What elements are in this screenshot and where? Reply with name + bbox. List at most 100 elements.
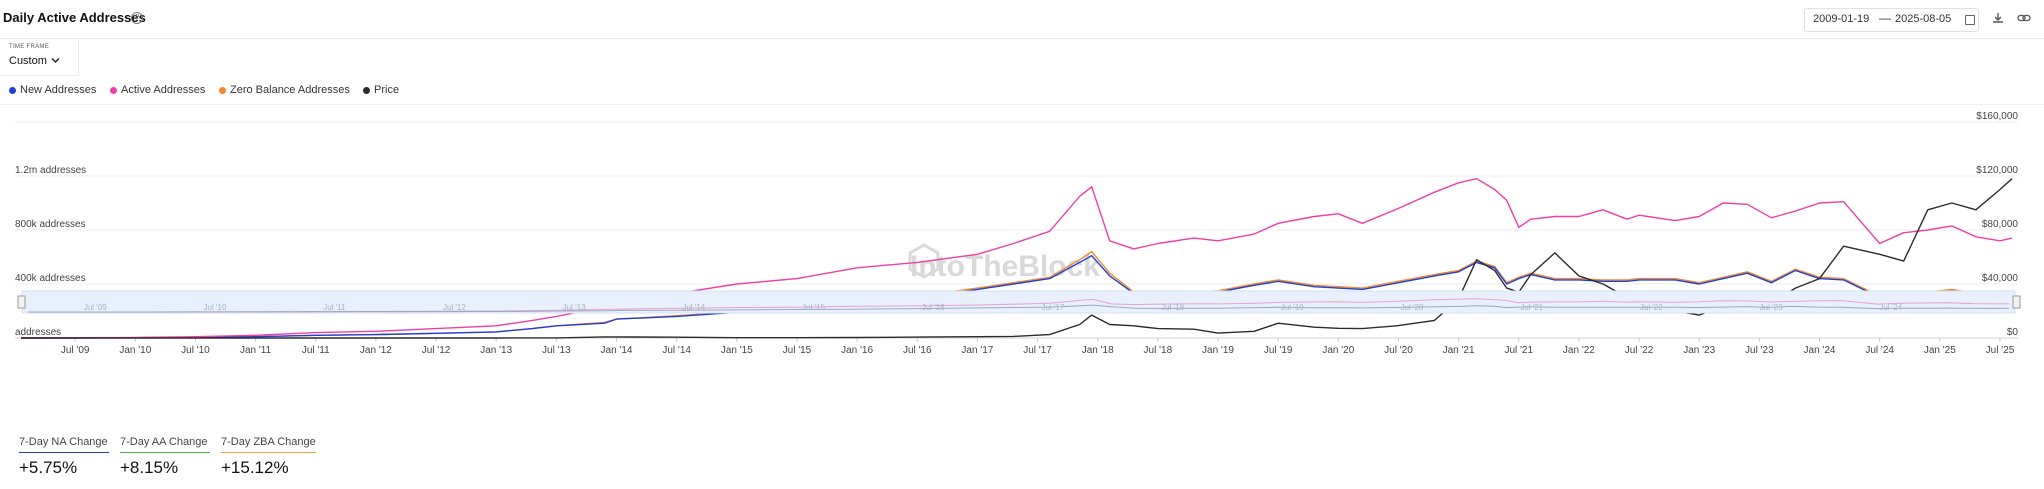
navigator-tick-label: Jul '19 [1281,303,1304,312]
legend-label: Price [374,84,400,96]
x-tick-label: Jan '21 [1443,345,1475,356]
stat-label: 7-Day NA Change [19,436,108,448]
x-tick-label: Jan '20 [1322,345,1354,356]
navigator-tick-label: Jul '09 [84,303,107,312]
x-tick-label: Jul '20 [1384,345,1413,356]
x-tick-label: Jul '12 [422,345,451,356]
x-tick-label: Jul '15 [783,345,812,356]
legend-dot [110,87,117,94]
x-tick-label: Jan '14 [601,345,633,356]
x-tick-label: Jan '12 [360,345,392,356]
chevron-down-icon[interactable] [51,57,60,64]
navigator-tick-label: Jul '22 [1640,303,1663,312]
navigator-tick-label: Jul '13 [563,303,586,312]
y-left-tick-label: 800k addresses [15,219,86,230]
x-tick-label: Jul '22 [1625,345,1654,356]
stat-label: 7-Day AA Change [120,436,208,448]
download-icon[interactable] [1990,10,2006,26]
x-tick-label: Jan '22 [1563,345,1595,356]
x-tick-label: Jan '15 [721,345,753,356]
page-title: Daily Active Addresses [3,10,146,25]
date-from[interactable]: 2009-01-19 [1813,13,1870,25]
x-tick-label: Jan '19 [1202,345,1234,356]
x-tick-label: Jan '11 [240,345,272,356]
x-tick-label: Jul '17 [1023,345,1052,356]
stat-na-change: 7-Day NA Change +5.75% [19,436,109,478]
navigator-tick-label: Jul '20 [1401,303,1424,312]
navigator-handle-right[interactable] [2012,295,2021,309]
navigator-tick-label: Jul '23 [1760,303,1783,312]
y-left-tick-label: addresses [15,327,61,338]
navigator-handle-left[interactable] [17,295,26,309]
x-tick-label: Jul '24 [1865,345,1894,356]
x-tick-label: Jul '13 [542,345,571,356]
navigator-tick-label: Jul '10 [204,303,227,312]
x-tick-label: Jul '23 [1745,345,1774,356]
stat-underline [120,452,210,453]
stat-value: +15.12% [221,458,289,477]
timeframe-selector[interactable]: TIME FRAME Custom [0,38,79,76]
x-tick-label: Jul '18 [1144,345,1173,356]
date-range-picker[interactable]: 2009-01-19 — 2025-08-05 [1804,8,1979,32]
stat-value: +5.75% [19,458,78,477]
x-tick-label: Jul '09 [61,345,90,356]
stat-aa-change: 7-Day AA Change +8.15% [120,436,210,478]
x-tick-label: Jul '14 [662,345,691,356]
timeframe-label: TIME FRAME [9,44,49,50]
navigator-tick-label: Jul '16 [922,303,945,312]
x-tick-label: Jan '18 [1082,345,1114,356]
date-separator: — [1879,11,1891,25]
navigator-tick-label: Jul '11 [323,303,346,312]
series-line-new-addresses[interactable] [20,254,2013,339]
x-tick-label: Jan '24 [1804,345,1836,356]
y-left-tick-label: 400k addresses [15,273,86,284]
legend-dot [219,87,226,94]
y-right-tick-label: $120,000 [1976,165,2018,176]
navigator-tick-label: Jul '15 [802,303,825,312]
y-left-tick-label: 1.2m addresses [15,165,86,176]
stat-label: 7-Day ZBA Change [221,436,316,448]
x-tick-label: Jan '23 [1683,345,1715,356]
y-right-tick-label: $160,000 [1976,111,2018,122]
stat-underline [19,452,109,453]
navigator-series-line [28,298,2010,313]
y-right-tick-label: $80,000 [1982,219,2019,230]
x-tick-label: Jan '13 [480,345,512,356]
x-tick-label: Jul '19 [1264,345,1293,356]
line-chart[interactable]: addresses 400k addresses 800k addresses 1.2… [0,105,2044,415]
timeframe-value[interactable]: Custom [9,55,47,67]
question-circle-icon[interactable]: ? [131,12,143,24]
navigator-tick-label: Jul '18 [1161,303,1184,312]
legend-label: New Addresses [20,84,97,96]
navigator-tick-label: Jul '14 [682,303,705,312]
x-tick-label: Jan '10 [119,345,151,356]
navigator-tick-label: Jul '21 [1520,303,1543,312]
stat-value: +8.15% [120,458,179,477]
legend-dot [9,87,16,94]
y-right-tick-label: $40,000 [1982,273,2019,284]
x-tick-label: Jul '21 [1504,345,1533,356]
navigator-range[interactable] [21,290,2016,314]
x-tick-label: Jan '16 [841,345,873,356]
legend-label: Active Addresses [121,84,206,96]
x-tick-label: Jul '10 [181,345,210,356]
x-tick-label: Jan '25 [1924,345,1956,356]
navigator-tick-label: Jul '12 [443,303,466,312]
y-right-tick-label: $0 [2007,327,2019,338]
legend-dot [363,87,370,94]
date-to[interactable]: 2025-08-05 [1895,13,1952,25]
x-tick-label: Jan '17 [961,345,993,356]
stat-underline [221,452,316,453]
stat-zba-change: 7-Day ZBA Change +15.12% [221,436,316,478]
navigator-tick-label: Jul '17 [1041,303,1064,312]
divider [0,104,2044,105]
link-icon[interactable] [2016,10,2032,26]
legend-label: Zero Balance Addresses [230,84,350,96]
watermark-icon [908,243,940,279]
x-tick-label: Jul '16 [903,345,932,356]
calendar-icon[interactable] [1965,15,1975,25]
chart-header: Daily Active Addresses ? 2009-01-19 — 20… [0,0,2044,39]
x-tick-label: Jul '11 [302,345,330,356]
navigator-series-line [28,304,2010,313]
series-line-active-addresses[interactable] [20,177,2013,339]
